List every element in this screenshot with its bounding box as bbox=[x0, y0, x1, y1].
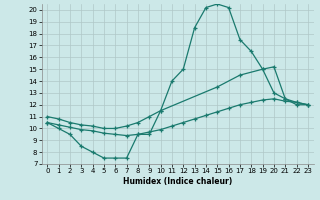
X-axis label: Humidex (Indice chaleur): Humidex (Indice chaleur) bbox=[123, 177, 232, 186]
